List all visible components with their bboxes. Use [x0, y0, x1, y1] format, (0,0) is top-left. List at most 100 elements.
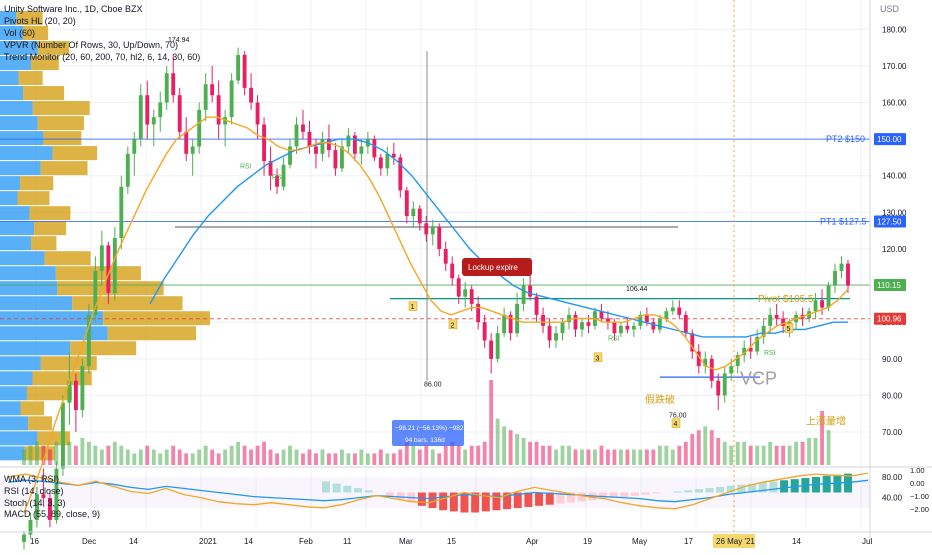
price-tick-label: 140.00: [882, 172, 907, 181]
vpvr-down-bar: [23, 86, 65, 101]
candle-body: [631, 325, 636, 330]
macd-histogram-bar: [630, 492, 639, 496]
volume-bar: [631, 449, 636, 465]
candle-body: [644, 314, 649, 323]
volume-bar: [184, 453, 189, 465]
pivot-marker: [448, 319, 458, 330]
volume-bar: [580, 449, 584, 465]
candle-body: [339, 146, 344, 169]
volume-bar: [567, 445, 571, 465]
oscillator-tick-label: 80.00: [882, 473, 903, 482]
volume-bar: [372, 453, 377, 465]
candle-body: [502, 314, 507, 334]
vpvr-down-bar: [20, 401, 45, 416]
time-tick-label: May: [632, 537, 647, 546]
volume-bar: [86, 441, 91, 465]
macd-histogram-bar: [535, 492, 544, 506]
macd-histogram-bar: [726, 485, 735, 493]
time-tick-label: 14: [129, 537, 138, 546]
time-tick-label: 14: [792, 537, 801, 546]
volume-bar: [54, 441, 59, 465]
candle-body: [638, 314, 643, 326]
macd-tick-label: 0.00: [910, 479, 925, 488]
candle-body: [761, 325, 766, 337]
indicator-trend-monitor[interactable]: Trend Monitor (20, 60, 200, 70, hl2, 6, …: [4, 52, 201, 62]
vpvr-up-bar: [0, 236, 31, 251]
pivot-marker: [408, 301, 418, 311]
candle-body: [216, 95, 221, 125]
volume-bar: [794, 441, 799, 465]
candle-body: [586, 322, 591, 326]
volume-bar: [554, 449, 558, 465]
vpvr-up-bar: [0, 131, 44, 146]
indicator-wma[interactable]: WMA (3, RSI): [4, 474, 60, 484]
indicator-stoch[interactable]: Stoch (14, 3, 3): [4, 498, 66, 508]
macd-histogram-bar: [790, 479, 799, 493]
rsi-label: RSI: [272, 174, 284, 181]
volume-bar: [190, 453, 195, 465]
candle-body: [625, 325, 630, 330]
time-tick-label: 19: [583, 537, 592, 546]
vpvr-up-bar: [0, 326, 108, 341]
candle-body: [541, 314, 545, 326]
volume-bar: [807, 437, 812, 465]
low2-label: 76.00: [669, 412, 687, 419]
vpvr-up-bar: [0, 71, 19, 86]
volume-bar: [606, 449, 610, 465]
ma-fast-line: [23, 116, 849, 513]
volume-bar: [657, 445, 662, 465]
candle-body: [755, 336, 760, 352]
volume-bar: [307, 449, 312, 465]
volume-bar: [547, 445, 552, 465]
candle-body: [709, 358, 714, 381]
candle-body: [236, 54, 241, 81]
macd-histogram-bar: [343, 485, 352, 493]
candle-body: [93, 270, 98, 315]
volume-bar: [528, 441, 533, 465]
candle-body: [748, 347, 753, 352]
volume-bar: [262, 441, 266, 465]
vpvr-down-bar: [26, 386, 73, 401]
vpvr-up-bar: [0, 191, 18, 206]
candle-body: [456, 278, 461, 297]
candle-body: [664, 311, 669, 319]
macd-histogram-bar: [439, 492, 448, 511]
volume-bar: [106, 445, 111, 465]
volume-bar: [352, 453, 357, 465]
candle-body: [554, 333, 558, 341]
volume-bar: [411, 445, 416, 465]
time-tick-label: Dec: [82, 537, 96, 546]
pivot-marker-label: 3: [596, 355, 600, 362]
vpvr-up-bar: [0, 251, 45, 266]
volume-bar: [151, 449, 156, 465]
indicator-macd[interactable]: MACD (55, 89, close, 9): [4, 509, 101, 519]
candle-body: [657, 318, 662, 330]
indicator-vpvr[interactable]: VPVR (Number Of Rows, 30, Up/Down, 70): [4, 40, 179, 50]
indicator-pivots[interactable]: Pivots HL (20, 20): [4, 16, 76, 26]
volume-bar: [787, 445, 792, 465]
volume-bar: [482, 441, 487, 465]
volume-bar: [35, 441, 39, 465]
indicator-rsi[interactable]: RSI (14, close): [4, 486, 64, 496]
candle-body: [60, 402, 65, 469]
vpvr-up-bar: [0, 56, 31, 71]
candle-body: [359, 146, 364, 154]
vpvr-up-bar: [0, 116, 38, 131]
vpvr-up-bar: [0, 341, 71, 356]
volume-bar: [430, 449, 435, 465]
volume-bar: [132, 453, 137, 465]
pt2-label: PT2 $150: [826, 134, 865, 144]
volume-bar: [703, 426, 708, 465]
macd-histogram-bar: [577, 492, 586, 502]
candle-body: [119, 186, 124, 238]
volume-bar: [249, 449, 254, 465]
candle-body: [677, 307, 682, 315]
macd-histogram-bar: [684, 490, 693, 493]
indicator-volume[interactable]: Vol (60): [4, 28, 36, 38]
candle-body: [696, 351, 701, 367]
volume-bar: [761, 445, 766, 465]
volume-bar: [333, 453, 338, 465]
volume-bar: [476, 445, 481, 465]
